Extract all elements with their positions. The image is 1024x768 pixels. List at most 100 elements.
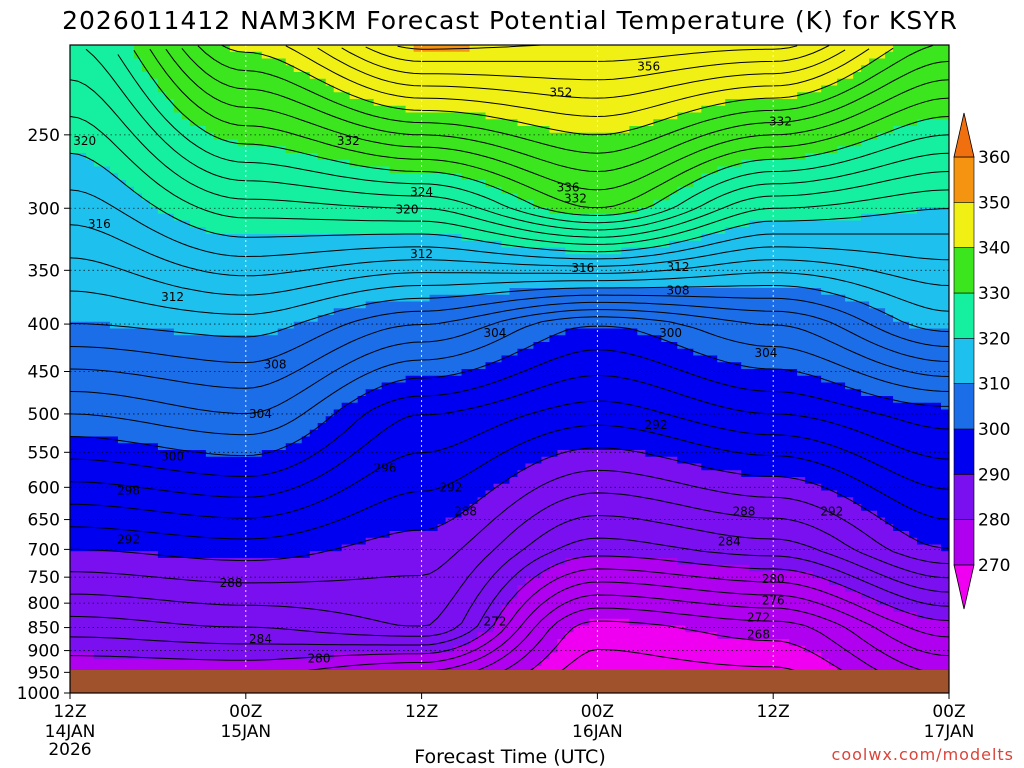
theta-cell: [309, 78, 319, 87]
theta-cell: [533, 119, 543, 127]
theta-cell: [261, 99, 271, 107]
theta-cell: [781, 247, 790, 255]
theta-cell: [421, 207, 431, 215]
theta-cell: [85, 267, 95, 276]
theta-cell: [141, 132, 151, 141]
theta-cell: [861, 328, 870, 336]
theta-cell: [221, 342, 231, 350]
theta-cell: [341, 335, 351, 343]
theta-cell: [341, 72, 351, 80]
theta-cell: [597, 132, 606, 141]
theta-cell: [141, 126, 151, 134]
theta-cell: [685, 58, 694, 66]
theta-cell: [669, 267, 678, 276]
theta-cell: [141, 213, 151, 222]
theta-cell: [141, 288, 151, 296]
theta-cell: [733, 51, 742, 60]
theta-cell: [773, 85, 782, 93]
theta-cell: [661, 146, 670, 154]
theta-cell: [229, 274, 239, 282]
theta-cell: [309, 240, 319, 249]
theta-cell: [173, 132, 183, 141]
theta-cell: [885, 288, 894, 296]
theta-cell: [221, 234, 231, 242]
theta-cell: [405, 281, 415, 289]
theta-cell: [797, 159, 806, 168]
theta-cell: [661, 105, 670, 114]
theta-cell: [221, 78, 231, 87]
theta-cell: [461, 247, 471, 255]
theta-cell: [709, 342, 718, 350]
theta-cell: [285, 315, 295, 323]
theta-cell: [749, 159, 758, 168]
theta-cell: [333, 328, 343, 336]
theta-cell: [845, 166, 854, 174]
theta-cell: [461, 112, 471, 120]
theta-cell: [421, 85, 431, 93]
theta-cell: [725, 173, 734, 181]
theta-cell: [389, 254, 399, 262]
theta-cell: [621, 213, 630, 222]
theta-cell: [509, 173, 519, 181]
theta-cell: [389, 328, 399, 336]
theta-cell: [541, 78, 551, 87]
theta-cell: [589, 180, 598, 188]
theta-cell: [941, 92, 949, 100]
theta-cell: [853, 78, 862, 87]
theta-cell: [389, 315, 399, 323]
theta-cell: [341, 193, 351, 201]
theta-cell: [117, 92, 127, 100]
theta-cell: [741, 65, 750, 73]
theta-cell: [237, 166, 247, 174]
theta-cell: [485, 153, 495, 161]
theta-cell: [725, 315, 734, 323]
theta-cell: [821, 45, 830, 53]
theta-cell: [901, 193, 910, 201]
theta-cell: [829, 58, 838, 66]
theta-cell: [757, 92, 766, 100]
theta-cell: [197, 240, 207, 249]
theta-cell: [701, 99, 710, 107]
theta-cell: [365, 119, 375, 127]
theta-cell: [941, 315, 949, 323]
theta-cell: [701, 78, 710, 87]
theta-cell: [181, 254, 191, 262]
theta-cell: [637, 207, 646, 215]
theta-cell: [477, 207, 487, 215]
theta-cell: [157, 200, 167, 208]
theta-cell: [749, 139, 758, 147]
theta-cell: [549, 288, 559, 296]
theta-cell: [85, 139, 95, 147]
theta-cell: [285, 200, 295, 208]
theta-cell: [205, 213, 215, 222]
theta-cell: [661, 247, 670, 255]
theta-cell: [109, 126, 119, 134]
theta-cell: [373, 335, 383, 343]
theta-cell: [397, 247, 407, 255]
theta-cell: [77, 227, 87, 235]
theta-cell: [93, 267, 103, 276]
theta-cell: [525, 58, 535, 66]
theta-cell: [189, 119, 199, 127]
theta-cell: [709, 274, 718, 282]
theta-cell: [469, 78, 479, 87]
theta-cell: [189, 146, 199, 154]
theta-cell: [661, 85, 670, 93]
theta-cell: [925, 119, 934, 127]
theta-cell: [477, 294, 487, 303]
theta-cell: [893, 153, 902, 161]
theta-cell: [413, 139, 423, 147]
theta-cell: [461, 139, 471, 147]
theta-cell: [181, 78, 191, 87]
theta-cell: [157, 335, 167, 343]
theta-cell: [437, 294, 447, 303]
theta-cell: [877, 301, 886, 309]
theta-cell: [125, 328, 135, 336]
theta-cell: [237, 126, 247, 134]
theta-cell: [733, 45, 742, 53]
theta-cell: [421, 132, 431, 141]
theta-cell: [621, 308, 630, 316]
theta-cell: [509, 213, 519, 222]
theta-cell: [509, 159, 519, 168]
theta-cell: [565, 132, 575, 141]
